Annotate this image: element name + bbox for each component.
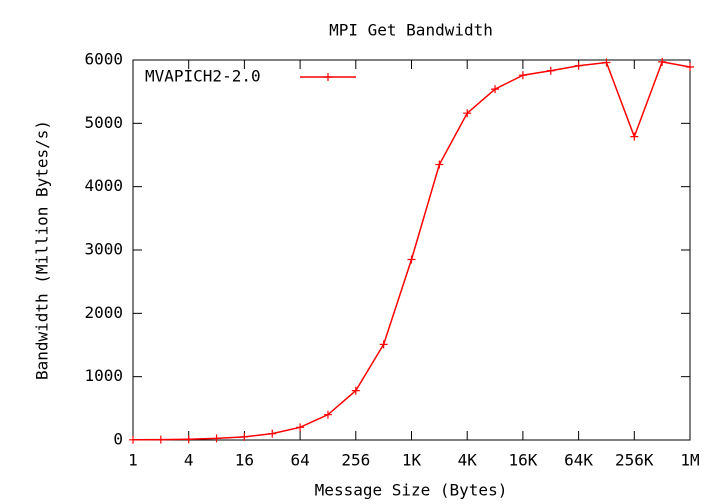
- x-tick-label: 256: [341, 451, 370, 470]
- point-marker: [407, 255, 416, 264]
- legend-marker: [324, 73, 332, 81]
- y-tick-label: 3000: [84, 240, 123, 259]
- point-marker: [658, 57, 667, 66]
- point-marker: [351, 386, 360, 395]
- x-tick-label: 64: [290, 451, 309, 470]
- point-marker: [518, 71, 527, 80]
- point-marker: [686, 62, 694, 71]
- y-tick-label: 2000: [84, 303, 123, 322]
- point-marker: [435, 160, 444, 169]
- x-tick-label: 1K: [402, 451, 422, 470]
- x-tick-label: 256K: [615, 451, 654, 470]
- point-marker: [184, 435, 193, 444]
- point-marker: [546, 66, 555, 75]
- x-tick-label: 1M: [680, 451, 699, 470]
- chart-title: MPI Get Bandwidth: [329, 21, 493, 40]
- point-marker: [379, 340, 388, 349]
- x-axis-label: Message Size (Bytes): [315, 481, 508, 500]
- x-tick-label: 4K: [458, 451, 478, 470]
- point-marker: [574, 61, 583, 70]
- point-marker: [602, 58, 611, 67]
- y-tick-label: 0: [113, 430, 123, 449]
- y-tick-label: 4000: [84, 176, 123, 195]
- y-tick-label: 5000: [84, 113, 123, 132]
- point-marker: [129, 435, 137, 444]
- x-tick-label: 16K: [508, 451, 537, 470]
- x-tick-label: 16: [235, 451, 254, 470]
- point-marker: [296, 423, 305, 432]
- point-marker: [323, 410, 332, 419]
- point-marker: [240, 432, 249, 441]
- y-tick-label: 1000: [84, 366, 123, 385]
- point-marker: [156, 435, 165, 444]
- point-marker: [212, 434, 221, 443]
- point-marker: [268, 429, 277, 438]
- x-tick-label: 64K: [564, 451, 593, 470]
- point-marker: [463, 109, 472, 118]
- point-marker: [491, 85, 500, 94]
- legend-label: MVAPICH2-2.0: [145, 67, 261, 86]
- x-tick-label: 4: [184, 451, 194, 470]
- y-tick-label: 6000: [84, 50, 123, 69]
- x-tick-label: 1: [128, 451, 138, 470]
- point-marker: [630, 132, 639, 141]
- y-axis-label: Bandwidth (Million Bytes/s): [33, 120, 52, 380]
